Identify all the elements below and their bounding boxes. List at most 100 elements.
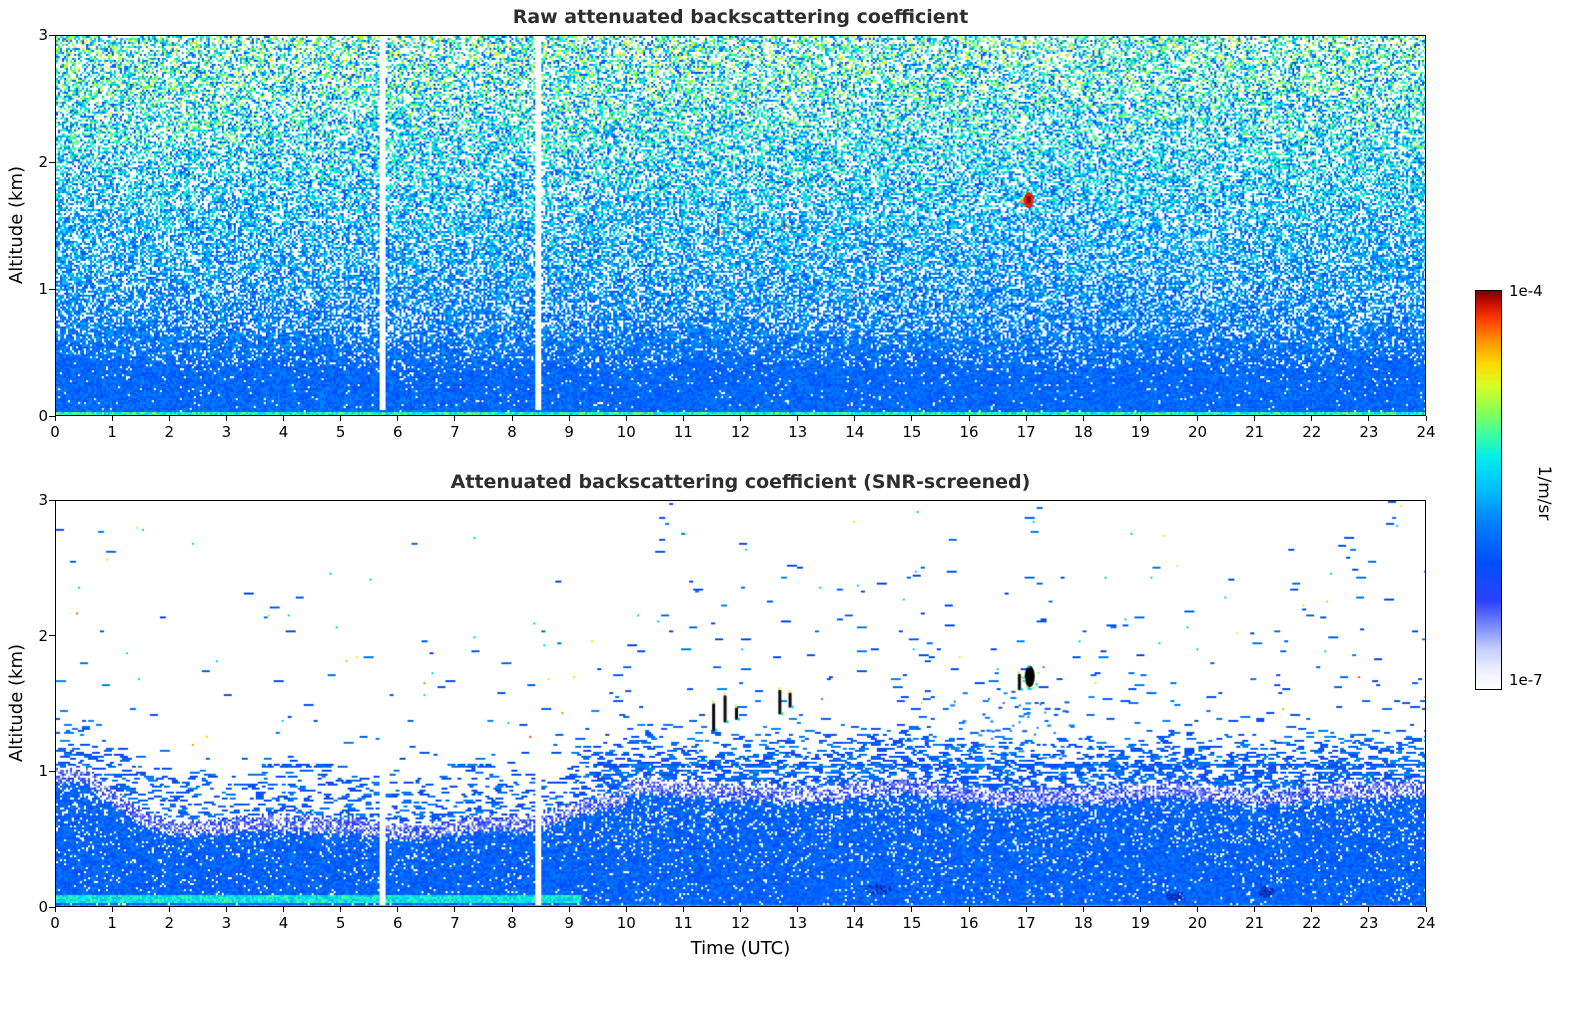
x-tick-label: 9	[564, 914, 574, 932]
x-tick-label: 15	[902, 914, 922, 932]
x-tick-label: 3	[221, 423, 232, 441]
x-tick-label: 20	[1187, 914, 1208, 932]
x-tick-label: 11	[673, 423, 693, 441]
colorbar-min-label: 1e-7	[1509, 671, 1543, 689]
tick-mark	[49, 770, 55, 772]
x-tick-label: 2	[164, 423, 175, 441]
tick-mark	[625, 416, 627, 421]
x-tick-label: 21	[1245, 914, 1265, 932]
x-tick-label: 24	[1416, 914, 1436, 932]
tick-mark	[968, 907, 970, 912]
tick-mark	[511, 416, 513, 421]
tick-mark	[625, 907, 627, 912]
tick-mark	[682, 907, 684, 912]
tick-mark	[340, 416, 342, 421]
tick-mark	[1254, 907, 1256, 912]
x-tick-label: 21	[1245, 423, 1265, 441]
tick-mark	[1082, 907, 1084, 912]
tick-mark	[49, 499, 55, 501]
x-tick-label: 7	[450, 914, 460, 932]
x-tick-label: 4	[278, 423, 289, 441]
tick-mark	[168, 416, 170, 421]
tick-mark	[111, 907, 113, 912]
x-tick-label: 14	[845, 914, 865, 932]
y-tick-label: 2	[38, 626, 48, 645]
x-tick-label: 19	[1130, 914, 1150, 932]
tick-mark	[968, 416, 970, 421]
x-tick-label: 10	[616, 914, 636, 932]
x-tick-label: 10	[616, 423, 636, 441]
tick-mark	[1025, 907, 1027, 912]
x-tick-label: 11	[673, 914, 693, 932]
tick-mark	[854, 416, 856, 421]
x-tick-label: 18	[1073, 914, 1093, 932]
x-tick-label: 14	[845, 423, 865, 441]
x-tick-label: 9	[564, 423, 574, 441]
tick-mark	[111, 416, 113, 421]
x-tick-label: 19	[1130, 423, 1150, 441]
x-tick-label: 8	[507, 914, 517, 932]
x-tick-label: 24	[1416, 423, 1436, 441]
colorbar-max-label: 1e-4	[1509, 282, 1543, 300]
y-tick-label: 2	[38, 153, 48, 171]
x-tick-label: 6	[392, 914, 403, 932]
colorbar	[1475, 290, 1502, 690]
tick-mark	[54, 416, 56, 421]
x-tick-label: 22	[1302, 423, 1322, 441]
x-tick-label: 17	[1016, 914, 1036, 932]
x-tick-label: 13	[788, 423, 808, 441]
x-tick-label: 5	[335, 914, 346, 932]
tick-mark	[1425, 416, 1427, 421]
tick-mark	[797, 416, 799, 421]
tick-mark	[1425, 907, 1427, 912]
colorbar-gradient-canvas	[1476, 291, 1501, 689]
y-tick-label: 0	[38, 407, 48, 425]
tick-mark	[49, 906, 55, 908]
x-tick-label: 13	[788, 914, 808, 932]
x-tick-label: 18	[1073, 423, 1093, 441]
screened-panel-plot	[55, 500, 1426, 907]
raw-panel-title: Raw attenuated backscattering coefficien…	[512, 6, 969, 28]
x-tick-label: 16	[959, 423, 979, 441]
raw-panel-plot	[55, 35, 1426, 416]
screened-heatmap-canvas	[56, 501, 1425, 906]
tick-mark	[1368, 907, 1370, 912]
tick-mark	[568, 907, 570, 912]
tick-mark	[283, 416, 284, 421]
tick-mark	[1197, 416, 1198, 421]
raw-heatmap-canvas	[56, 36, 1425, 415]
tick-mark	[454, 416, 456, 421]
x-tick-label: 6	[392, 423, 403, 441]
tick-mark	[454, 907, 456, 912]
y-tick-label: 1	[38, 762, 48, 781]
x-axis-label: Time (UTC)	[690, 938, 791, 959]
x-tick-label: 0	[50, 914, 60, 932]
x-tick-label: 1	[107, 914, 117, 932]
tick-mark	[854, 907, 856, 912]
tick-mark	[797, 907, 799, 912]
tick-mark	[1311, 907, 1313, 912]
x-tick-label: 20	[1187, 423, 1208, 441]
x-tick-label: 17	[1016, 423, 1036, 441]
tick-mark	[911, 907, 913, 912]
y-tick-label: 3	[38, 491, 48, 509]
tick-mark	[740, 907, 741, 912]
tick-mark	[911, 416, 913, 421]
tick-mark	[1139, 416, 1141, 421]
colorbar-unit-label: 1/m/sr	[1534, 465, 1554, 521]
tick-mark	[1139, 907, 1141, 912]
x-tick-label: 0	[50, 423, 60, 441]
tick-mark	[1254, 416, 1256, 421]
tick-mark	[1368, 416, 1370, 421]
tick-mark	[740, 416, 741, 421]
tick-mark	[168, 907, 170, 912]
tick-mark	[511, 907, 513, 912]
tick-mark	[1025, 416, 1027, 421]
y-tick-label: 1	[38, 280, 48, 298]
tick-mark	[49, 161, 55, 163]
tick-mark	[568, 416, 570, 421]
x-tick-label: 5	[335, 423, 346, 441]
x-tick-label: 3	[221, 914, 232, 932]
y-tick-label: 3	[38, 26, 48, 44]
